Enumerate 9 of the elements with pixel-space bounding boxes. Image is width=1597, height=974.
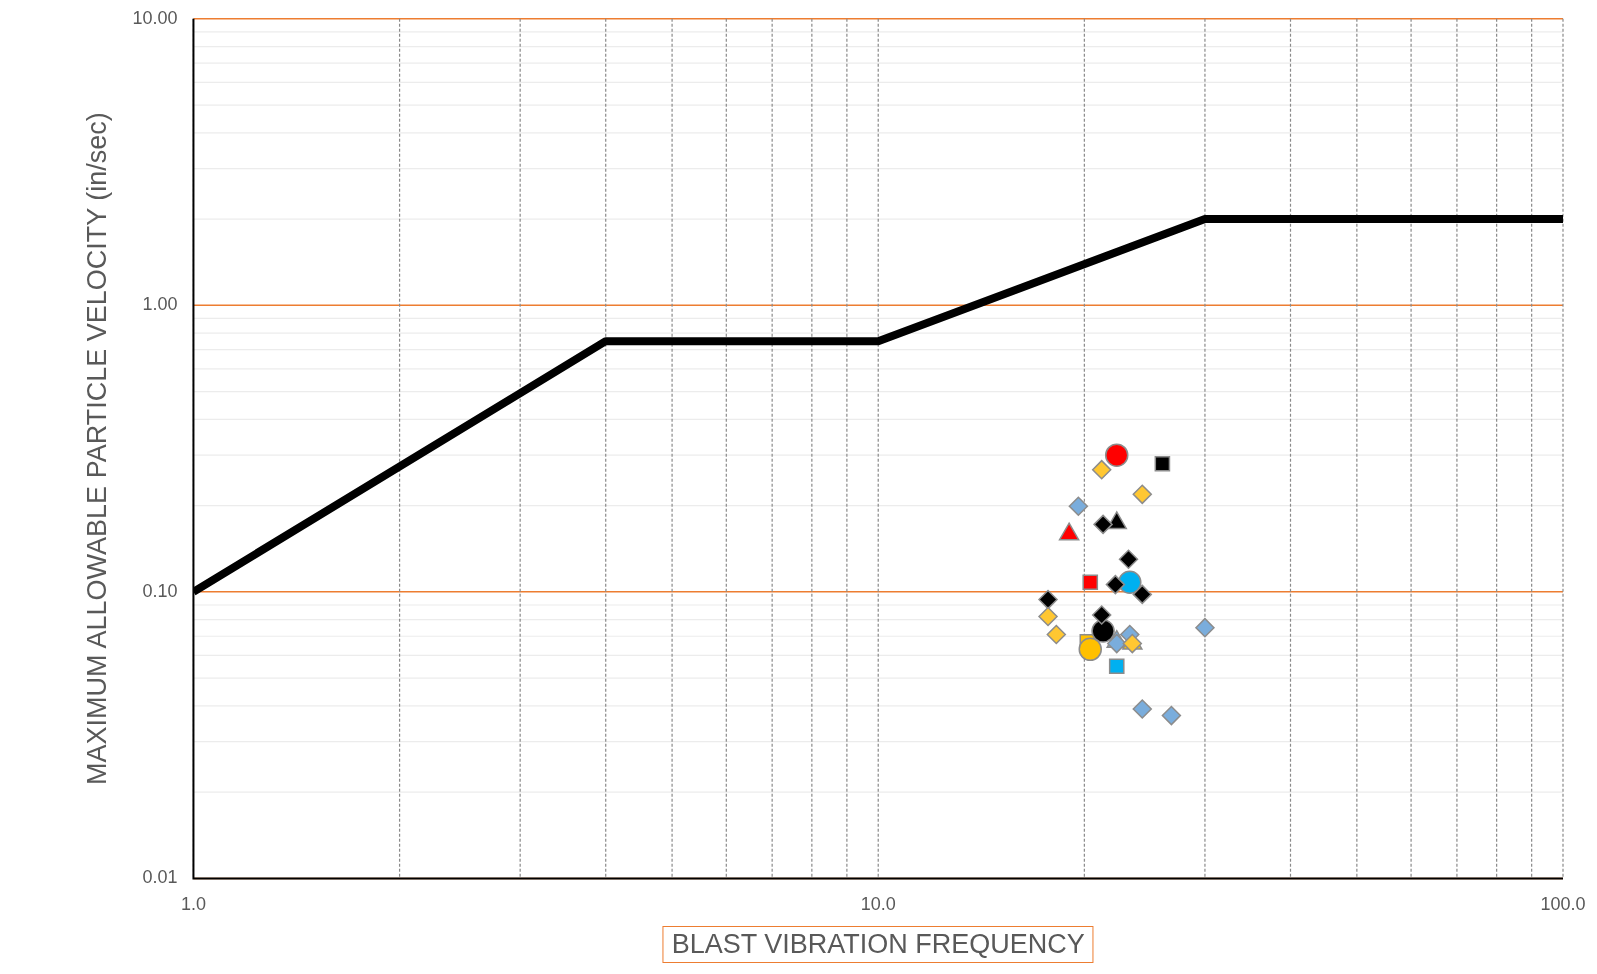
y-tick-label: 0.10 [142, 580, 178, 601]
x-tick-label: 10.0 [860, 894, 896, 915]
x-axis-title: BLAST VIBRATION FREQUENCY [662, 926, 1094, 963]
x-tick-label: 100.0 [1540, 894, 1586, 915]
y-tick-label: 1.00 [142, 294, 178, 315]
y-axis-title: MAXIMUM ALLOWABLE PARTICLE VELOCITY (in/sec) [81, 112, 112, 785]
y-tick-label: 0.01 [142, 867, 178, 888]
y-tick-label: 10.00 [132, 7, 178, 28]
x-tick-label: 1.0 [180, 894, 206, 915]
